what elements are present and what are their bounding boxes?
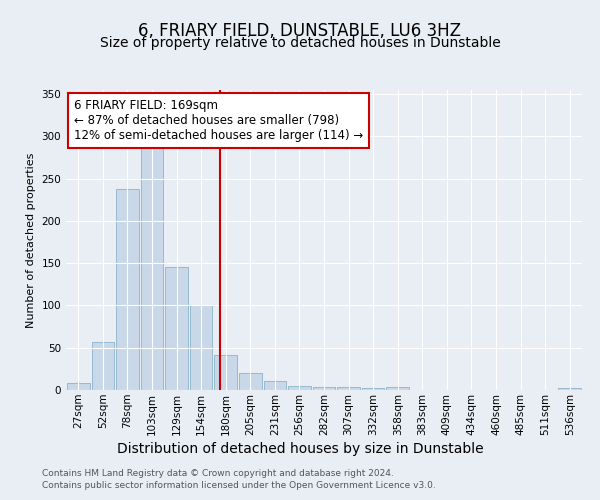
Text: Size of property relative to detached houses in Dunstable: Size of property relative to detached ho… [100,36,500,50]
Bar [67,383,89,390]
Bar [362,388,385,390]
Bar [239,373,262,390]
Bar [214,354,237,390]
Bar [288,386,311,390]
Bar [140,145,163,390]
Bar [559,388,581,390]
Text: Contains public sector information licensed under the Open Government Licence v3: Contains public sector information licen… [42,480,436,490]
Text: 6 FRIARY FIELD: 169sqm
← 87% of detached houses are smaller (798)
12% of semi-de: 6 FRIARY FIELD: 169sqm ← 87% of detached… [74,99,363,142]
Bar [263,380,286,390]
Bar [116,189,139,390]
Bar [386,388,409,390]
Bar [165,268,188,390]
Bar [190,304,212,390]
Y-axis label: Number of detached properties: Number of detached properties [26,152,36,328]
Bar [92,342,114,390]
Text: Distribution of detached houses by size in Dunstable: Distribution of detached houses by size … [116,442,484,456]
Bar [337,386,360,390]
Text: 6, FRIARY FIELD, DUNSTABLE, LU6 3HZ: 6, FRIARY FIELD, DUNSTABLE, LU6 3HZ [139,22,461,40]
Bar [313,388,335,390]
Text: Contains HM Land Registry data © Crown copyright and database right 2024.: Contains HM Land Registry data © Crown c… [42,469,394,478]
